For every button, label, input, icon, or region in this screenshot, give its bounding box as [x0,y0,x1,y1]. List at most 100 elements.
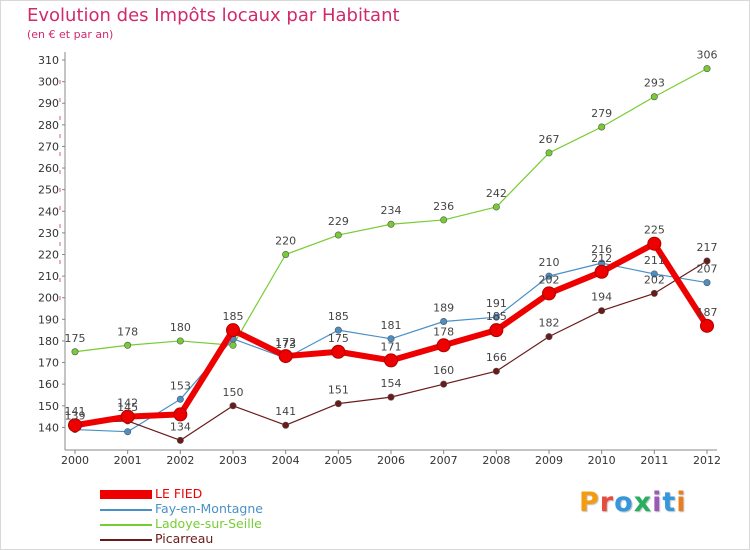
logo-letter: t [662,487,677,518]
data-label: 178 [117,325,138,338]
logo-letter: i [676,487,687,518]
data-label: 180 [170,321,191,334]
data-label: 178 [433,325,454,338]
data-label: 182 [539,317,560,330]
data-point [124,428,132,436]
data-label: 160 [433,364,454,377]
x-tick-label: 2012 [693,454,721,467]
y-tick-label: 170 [38,357,59,370]
y-tick-label: 240 [38,205,59,218]
data-point [282,251,290,259]
data-point [387,335,395,343]
data-label: 210 [539,256,560,269]
data-label: 187 [697,306,718,319]
data-point [650,289,658,297]
data-label: 293 [644,77,665,90]
data-point [598,123,606,131]
legend-label-le-fied: LE FIED [155,486,203,501]
data-point [703,279,711,287]
data-label: 181 [381,319,402,332]
x-tick-label: 2009 [535,454,563,467]
data-point [71,348,79,356]
data-label: 189 [433,301,454,314]
data-point [334,400,342,408]
data-label: 242 [486,187,507,200]
data-label: 151 [328,384,349,397]
data-label: 175 [65,332,86,345]
data-label: 173 [275,338,296,351]
legend-label-picarreau: Picarreau [155,531,214,546]
data-point [173,407,188,422]
logo-letter: i [652,487,663,518]
data-label: 141 [275,405,296,418]
data-point [436,338,451,353]
y-tick-label: 290 [38,97,59,110]
data-point [282,421,290,429]
x-tick-label: 2003 [219,454,247,467]
data-label: 134 [170,420,191,433]
data-label: 172 [275,336,296,349]
x-tick-label: 2004 [272,454,300,467]
y-tick-label: 310 [38,54,59,67]
data-label: 225 [644,224,665,237]
x-tick-label: 2000 [61,454,89,467]
legend-swatch-fay-en-montagne [100,509,152,511]
y-tick-label: 150 [38,400,59,413]
data-point [492,367,500,375]
legend-swatch-ladoye-sur-seille [100,524,152,526]
data-point [545,333,553,341]
data-label: 217 [697,241,718,254]
data-label: 234 [381,204,402,217]
x-tick-label: 2002 [166,454,194,467]
y-tick-label: 180 [38,335,59,348]
logo-letter: r [599,487,615,518]
data-label: 202 [644,273,665,286]
data-point [176,436,184,444]
data-label: 212 [591,252,612,265]
data-label: 141 [65,405,86,418]
data-label: 150 [223,386,244,399]
chart-title: Evolution des Impôts locaux par Habitant [27,5,400,26]
data-point [120,409,135,424]
data-point [334,326,342,334]
data-label: 216 [591,243,612,256]
data-label: 153 [170,379,191,392]
y-tick-label: 230 [38,227,59,240]
data-point [176,337,184,345]
data-label: 306 [697,49,718,62]
data-label: 229 [328,215,349,228]
data-label: 175 [328,332,349,345]
data-label: 211 [644,254,665,267]
data-point [703,65,711,73]
y-tick-label: 140 [38,421,59,434]
data-label: 220 [275,235,296,248]
data-point [229,402,237,410]
x-tick-label: 2008 [482,454,510,467]
data-point [440,317,448,325]
data-point [229,341,237,349]
data-point [440,380,448,388]
data-point [440,216,448,224]
x-tick-label: 2006 [377,454,405,467]
data-point [647,236,662,251]
y-tick-label: 210 [38,270,59,283]
data-label: 194 [591,291,612,304]
x-tick-label: 2001 [114,454,142,467]
data-label: 185 [328,310,349,323]
data-point [124,341,132,349]
legend-label-ladoye-sur-seille: Ladoye-sur-Seille [155,516,262,531]
data-point [384,353,398,368]
legend-swatch-picarreau [100,539,152,541]
y-tick-label: 280 [38,119,59,132]
data-point [226,323,240,338]
data-point [492,203,500,211]
proxiti-logo: Proxiti [579,487,687,518]
data-point [545,272,553,280]
y-tick-label: 300 [38,76,59,89]
data-label: 267 [539,133,560,146]
data-point [492,313,500,321]
data-label: 166 [486,351,507,364]
logo-letter: P [579,487,600,518]
